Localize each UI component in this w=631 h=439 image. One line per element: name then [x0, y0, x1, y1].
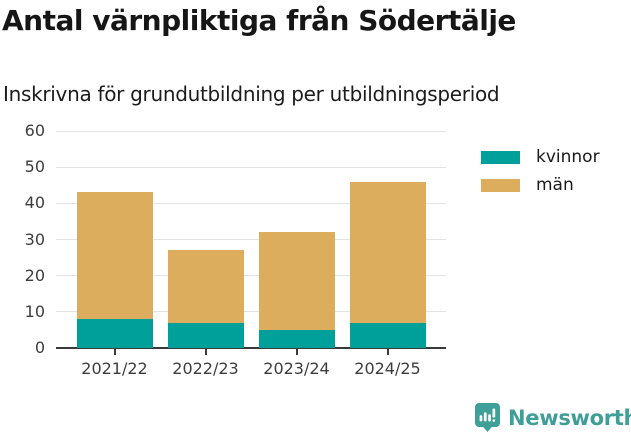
bar-segment-män-2023/24	[258, 232, 335, 330]
y-axis-tick-label-30: 30	[24, 229, 45, 249]
x-axis-tick-2023/24	[295, 348, 298, 355]
legend: kvinnor män	[481, 147, 600, 206]
x-axis-line	[56, 346, 446, 349]
bar-segment-män-2021/22	[76, 192, 153, 320]
legend-label-man: män	[536, 175, 574, 195]
newsworthy-branding: Newsworthy	[475, 403, 631, 432]
chart-subtitle: Inskrivna för grundutbildning per utbild…	[3, 82, 500, 106]
x-axis-tick-label-2023/24: 2023/24	[263, 359, 330, 378]
bar-segment-män-2022/23	[167, 250, 244, 323]
plot-area	[56, 130, 446, 349]
newsworthy-logo-icon	[475, 403, 500, 432]
bar-segment-kvinnor-2023/24	[258, 329, 335, 348]
x-axis-tick-2024/25	[386, 348, 389, 355]
bar-segment-kvinnor-2024/25	[349, 322, 426, 348]
chart-title: Antal värnpliktiga från Södertälje	[2, 4, 516, 37]
legend-swatch-man	[481, 178, 520, 192]
gridline-y-40	[56, 202, 446, 204]
gridline-y-30	[56, 239, 446, 240]
legend-label-kvinnor: kvinnor	[536, 147, 600, 167]
gridline-y-20	[56, 275, 446, 277]
y-axis-tick-label-60: 60	[24, 121, 45, 140]
bar-segment-män-2024/25	[349, 181, 426, 323]
x-axis-tick-label-2022/23: 2022/23	[172, 359, 239, 378]
bar-segment-kvinnor-2021/22	[76, 319, 153, 348]
bar-segment-kvinnor-2022/23	[167, 322, 244, 348]
legend-item-kvinnor: kvinnor	[481, 147, 600, 167]
gridline-y-60	[56, 130, 446, 132]
x-axis-tick-2021/22	[113, 348, 116, 355]
gridline-y-10	[56, 311, 446, 313]
gridline-y-50	[56, 166, 446, 168]
y-axis-tick-label-50: 50	[24, 157, 45, 177]
x-axis-tick-2022/23	[204, 348, 207, 355]
legend-swatch-kvinnor	[481, 150, 520, 164]
y-axis-tick-label-20: 20	[24, 265, 45, 285]
y-axis-tick-label-10: 10	[24, 301, 45, 321]
y-axis-tick-label-40: 40	[24, 193, 45, 213]
y-axis-tick-label-0: 0	[34, 338, 45, 357]
newsworthy-wordmark: Newsworthy	[508, 405, 631, 430]
x-axis-tick-label-2024/25: 2024/25	[354, 359, 421, 378]
x-axis-tick-label-2021/22: 2021/22	[81, 359, 148, 378]
legend-item-man: män	[481, 175, 600, 195]
